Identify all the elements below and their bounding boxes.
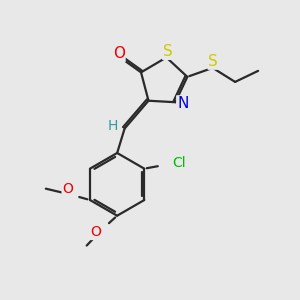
Text: S: S xyxy=(208,54,218,69)
Text: O: O xyxy=(62,182,73,196)
Text: O: O xyxy=(112,46,124,61)
Text: N: N xyxy=(177,96,188,111)
Text: O: O xyxy=(90,225,101,239)
Text: S: S xyxy=(163,44,173,59)
Text: methoxy: methoxy xyxy=(0,299,1,300)
Text: methoxy: methoxy xyxy=(0,299,1,300)
Text: H: H xyxy=(108,119,119,133)
Text: Cl: Cl xyxy=(172,156,186,170)
